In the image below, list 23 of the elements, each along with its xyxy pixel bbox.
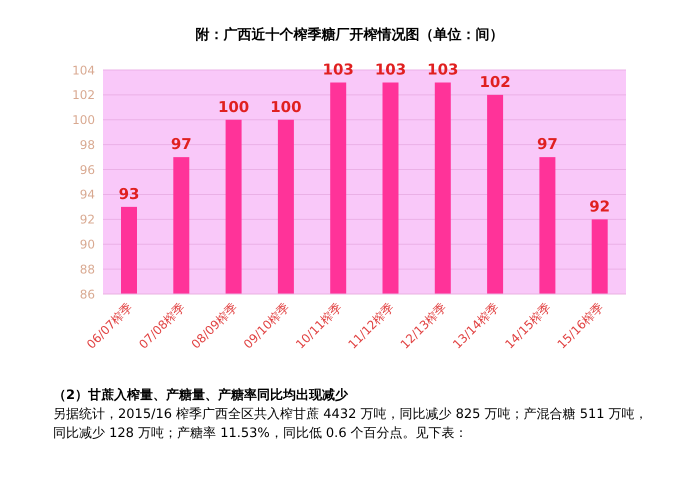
- chart-title: 附：广西近十个榨季糖厂开榨情况图（单位：间）: [194, 26, 504, 45]
- data-label: 100: [218, 98, 250, 116]
- data-label: 102: [479, 72, 511, 91]
- data-label: 103: [322, 60, 354, 78]
- y-tick-label: 86: [80, 287, 95, 302]
- y-tick-label: 104: [72, 63, 95, 78]
- text: （2）甘蔗入榨量、产糖量、产糖率同比均出现减少: [53, 386, 350, 405]
- y-tick-label: 92: [80, 212, 95, 227]
- data-label: 97: [170, 135, 192, 154]
- y-tick-label: 88: [80, 262, 95, 276]
- data-label: 92: [589, 197, 610, 216]
- text: 另据统计，2015/16 榨季广西全区共入榨甘蔗 4432 万吨，同比减少 825 万吨；产混合糖 511 万吨，同比减少 128 万吨；产糖率 11.53%，同比低 0.6 个百分点。见下表：: [53, 406, 649, 443]
- y-tick-label: 94: [80, 188, 95, 202]
- y-tick-label: 96: [80, 162, 95, 177]
- y-tick-label: 90: [80, 237, 95, 252]
- y-tick-label: 102: [72, 88, 95, 102]
- y-tick-label: 98: [80, 138, 95, 152]
- data-label: 100: [270, 98, 302, 116]
- y-tick-label: 100: [72, 113, 95, 128]
- data-label: 103: [374, 60, 406, 78]
- data-label: 103: [427, 60, 458, 78]
- data-label: 97: [536, 135, 558, 154]
- data-label: 93: [118, 184, 140, 203]
